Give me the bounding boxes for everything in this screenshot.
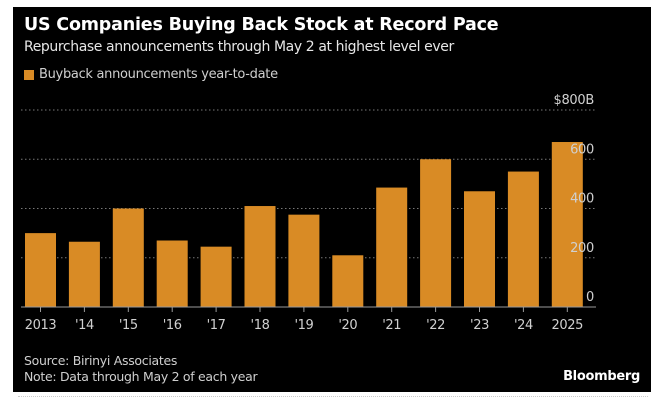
bar xyxy=(200,246,232,307)
bar xyxy=(376,187,408,307)
page-divider xyxy=(18,396,648,397)
bloomberg-logo: Bloomberg xyxy=(563,369,640,384)
y-tick-label: 400 xyxy=(570,192,594,207)
chart-title: US Companies Buying Back Stock at Record… xyxy=(24,15,499,35)
x-tick-label: '14 xyxy=(75,318,94,333)
x-tick-label: '17 xyxy=(207,318,226,333)
legend-label: Buyback announcements year-to-date xyxy=(39,67,278,82)
y-tick-label: $800B xyxy=(553,93,594,108)
x-tick-label: '15 xyxy=(119,318,138,333)
bar xyxy=(244,206,276,307)
bar xyxy=(332,255,364,307)
x-axis xyxy=(21,306,596,312)
x-tick-label: '22 xyxy=(426,318,445,333)
y-tick-label: 0 xyxy=(586,290,594,305)
x-tick-label: '19 xyxy=(294,318,313,333)
bar xyxy=(25,233,56,307)
y-tick-label: 200 xyxy=(570,241,594,256)
bar xyxy=(551,142,583,307)
bar xyxy=(112,208,144,307)
bars xyxy=(25,142,583,307)
y-tick-label: 600 xyxy=(570,142,594,157)
bar xyxy=(288,214,320,307)
x-tick-label: '23 xyxy=(470,318,489,333)
x-tick-label: '18 xyxy=(251,318,270,333)
chart-subtitle: Repurchase announcements through May 2 a… xyxy=(24,39,454,55)
bar xyxy=(156,240,188,307)
y-axis: 0 200 400 600 $800B xyxy=(553,93,594,305)
legend-swatch xyxy=(24,69,34,80)
source-note: Source: Birinyi Associates xyxy=(24,353,178,368)
legend: Buyback announcements year-to-date xyxy=(24,67,278,82)
x-tick-label: '21 xyxy=(382,318,401,333)
chart-panel: US Companies Buying Back Stock at Record… xyxy=(13,7,651,392)
bar xyxy=(507,171,539,307)
data-note: Note: Data through May 2 of each year xyxy=(24,369,258,384)
x-tick-label: '24 xyxy=(514,318,533,333)
x-tick-label: '16 xyxy=(163,318,182,333)
x-tick-label: '20 xyxy=(338,318,357,333)
x-tick-label: 2013 xyxy=(25,318,57,333)
bar xyxy=(68,241,100,307)
bar xyxy=(420,159,452,307)
bar xyxy=(464,191,495,307)
bar-chart: 0 200 400 600 $800B 2013 '14 '15 '16 '17 '18 '19 '2… xyxy=(21,93,596,333)
x-tick-label: 2025 xyxy=(552,318,584,333)
x-tick-labels: 2013 '14 '15 '16 '17 '18 '19 '20 '21 '22 '23 '24 202… xyxy=(25,318,584,333)
